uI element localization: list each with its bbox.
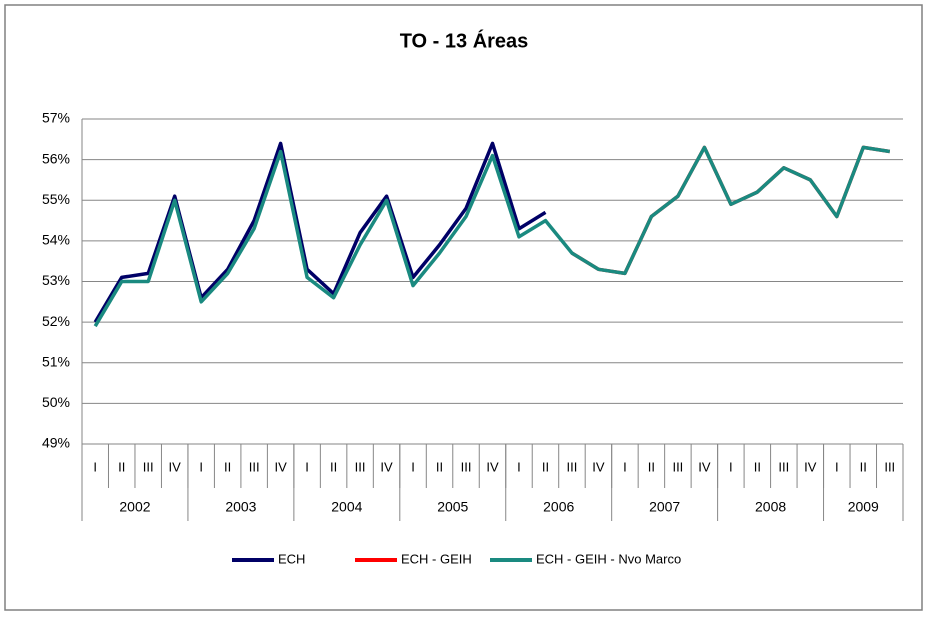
x-tick-label: I bbox=[623, 459, 627, 474]
x-tick-label: II bbox=[330, 459, 337, 474]
x-tick-label: II bbox=[648, 459, 655, 474]
legend-label: ECH bbox=[278, 551, 305, 566]
y-tick-label: 49% bbox=[42, 435, 70, 451]
x-tick-label: IV bbox=[274, 459, 287, 474]
x-tick-label: II bbox=[754, 459, 761, 474]
x-tick-label: I bbox=[199, 459, 203, 474]
x-tick-label: III bbox=[884, 459, 895, 474]
x-tick-label: I bbox=[835, 459, 839, 474]
x-tick-label: III bbox=[778, 459, 789, 474]
x-tick-label: III bbox=[143, 459, 154, 474]
x-tick-label: II bbox=[860, 459, 867, 474]
x-tick-label: IV bbox=[380, 459, 393, 474]
x-group-label: 2003 bbox=[225, 499, 256, 515]
x-group-label: 2006 bbox=[543, 499, 574, 515]
x-group-label: 2004 bbox=[331, 499, 362, 515]
x-tick-label: IV bbox=[698, 459, 711, 474]
x-tick-label: III bbox=[567, 459, 578, 474]
y-tick-label: 53% bbox=[42, 272, 70, 288]
x-tick-label: I bbox=[411, 459, 415, 474]
x-tick-label: II bbox=[118, 459, 125, 474]
x-tick-label: I bbox=[93, 459, 97, 474]
x-tick-label: III bbox=[355, 459, 366, 474]
x-tick-label: I bbox=[305, 459, 309, 474]
x-tick-label: III bbox=[672, 459, 683, 474]
x-tick-label: IV bbox=[169, 459, 182, 474]
y-tick-label: 52% bbox=[42, 313, 70, 329]
y-tick-label: 54% bbox=[42, 232, 70, 248]
x-tick-label: IV bbox=[486, 459, 499, 474]
y-tick-label: 50% bbox=[42, 394, 70, 410]
x-group-label: 2002 bbox=[119, 499, 150, 515]
x-tick-label: III bbox=[249, 459, 260, 474]
y-tick-label: 56% bbox=[42, 150, 70, 166]
x-tick-label: II bbox=[542, 459, 549, 474]
x-tick-label: II bbox=[436, 459, 443, 474]
x-group-label: 2008 bbox=[755, 499, 786, 515]
chart-title: TO - 13 Áreas bbox=[400, 29, 529, 52]
line-series bbox=[93, 145, 891, 328]
legend-label: ECH - GEIH bbox=[401, 551, 472, 566]
y-tick-label: 57% bbox=[42, 110, 70, 126]
x-tick-label: I bbox=[517, 459, 521, 474]
legend-label: ECH - GEIH - Nvo Marco bbox=[536, 551, 681, 566]
x-group-label: 2007 bbox=[649, 499, 680, 515]
x-tick-label: II bbox=[224, 459, 231, 474]
y-tick-label: 51% bbox=[42, 353, 70, 369]
x-tick-label: I bbox=[729, 459, 733, 474]
chart-border bbox=[4, 4, 923, 611]
x-tick-label: III bbox=[461, 459, 472, 474]
x-group-label: 2009 bbox=[848, 499, 879, 515]
x-tick-label: IV bbox=[804, 459, 817, 474]
y-tick-label: 55% bbox=[42, 191, 70, 207]
x-tick-label: IV bbox=[592, 459, 605, 474]
x-group-label: 2005 bbox=[437, 499, 468, 515]
